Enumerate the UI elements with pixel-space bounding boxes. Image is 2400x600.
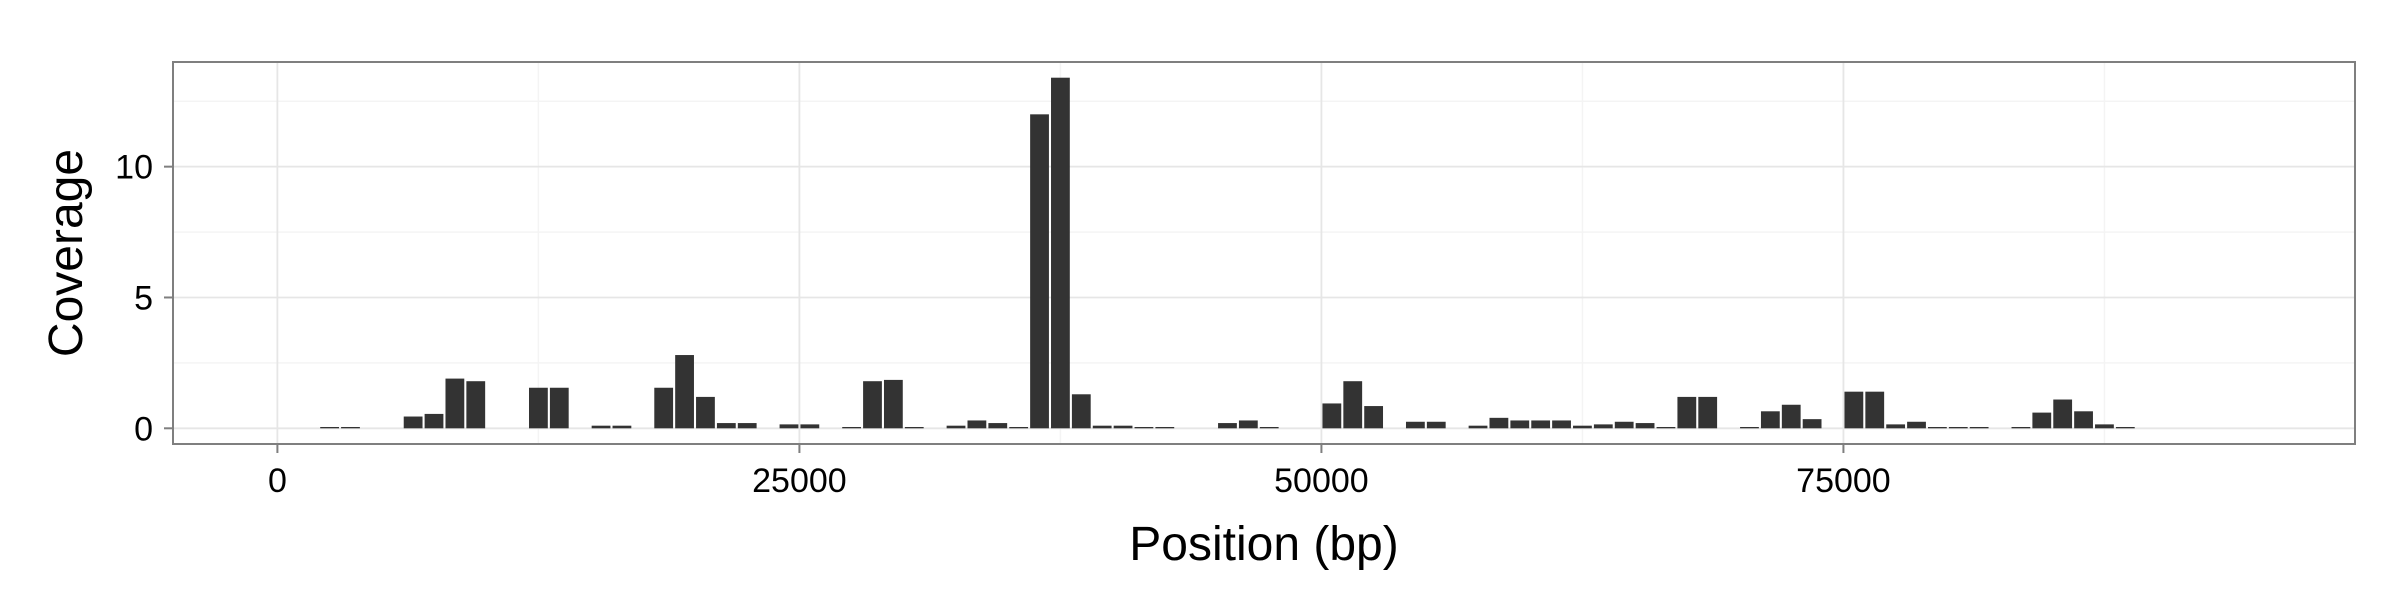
plot-background: [173, 62, 2355, 444]
x-tick-label: 50000: [1274, 462, 1369, 500]
bar: [1259, 426, 1279, 429]
bar: [1218, 423, 1237, 429]
x-tick-label: 75000: [1796, 462, 1891, 500]
bar: [1635, 423, 1655, 429]
bar: [737, 423, 757, 429]
bar: [1802, 419, 1822, 429]
bar: [445, 378, 465, 429]
bar: [1552, 420, 1571, 429]
bar: [2095, 424, 2114, 429]
bar: [2074, 411, 2093, 429]
bar: [612, 425, 632, 429]
y-axis-title: Coverage: [40, 149, 93, 357]
bar: [946, 425, 966, 429]
bar: [529, 387, 548, 429]
bar: [716, 423, 736, 429]
bar: [1886, 424, 1906, 429]
bar: [1155, 426, 1175, 429]
bar: [1092, 425, 1112, 429]
x-tick-label: 0: [268, 462, 287, 500]
bar: [1468, 425, 1488, 429]
bar: [2053, 399, 2073, 429]
bar: [904, 426, 924, 429]
bar: [696, 396, 715, 429]
bar: [1238, 420, 1258, 429]
bar: [341, 426, 360, 429]
bar: [1781, 404, 1801, 429]
bar: [1760, 411, 1780, 429]
bar: [1113, 425, 1133, 429]
bar: [800, 424, 820, 429]
bar: [1030, 114, 1049, 429]
bar: [1531, 420, 1551, 429]
bar: [779, 424, 799, 429]
bar: [2011, 426, 2031, 429]
bar: [424, 413, 444, 429]
x-axis-title: Position (bp): [1129, 518, 1398, 571]
bars-group: [320, 77, 2135, 429]
y-tick-label: 10: [115, 149, 153, 187]
bar: [591, 425, 611, 429]
bar: [1969, 426, 1989, 429]
bar: [967, 420, 987, 429]
bar: [1071, 394, 1091, 429]
bar: [988, 423, 1008, 429]
bar: [883, 379, 903, 429]
y-tick-label: 5: [134, 279, 153, 317]
bar: [1698, 396, 1718, 429]
x-axis: 0 25000 50000 75000: [268, 444, 1891, 500]
bar: [1343, 381, 1363, 429]
bar: [1051, 77, 1070, 429]
bar: [1865, 391, 1885, 429]
bar: [2115, 426, 2135, 429]
bar: [863, 381, 882, 429]
bar: [1844, 391, 1864, 429]
bar: [320, 426, 339, 429]
bar: [1322, 403, 1342, 429]
bar: [1405, 421, 1425, 429]
bar: [842, 426, 862, 429]
bar: [1510, 420, 1530, 429]
bar: [466, 381, 486, 429]
bar: [549, 387, 569, 429]
plot-panel-border: [172, 61, 2356, 445]
bar: [1927, 426, 1947, 429]
bar: [1573, 425, 1592, 429]
bar: [1593, 424, 1613, 429]
bar: [1614, 421, 1634, 429]
bar: [1677, 396, 1697, 429]
y-axis: 0 5 10: [115, 149, 173, 448]
bar: [1009, 426, 1029, 429]
bar: [403, 416, 423, 429]
bar: [1907, 421, 1926, 429]
bar: [1134, 426, 1154, 429]
grid-minor-lines: [173, 62, 2355, 444]
bar: [1948, 426, 1968, 429]
bar: [675, 355, 694, 429]
bar: [1426, 421, 1446, 429]
y-tick-label: 0: [134, 410, 153, 448]
x-tick-label: 25000: [752, 462, 847, 500]
bar: [1489, 417, 1509, 429]
bar: [1656, 426, 1676, 429]
bar: [1740, 426, 1759, 429]
bar: [654, 387, 674, 429]
bar: [1364, 406, 1384, 429]
bar: [2032, 412, 2052, 429]
